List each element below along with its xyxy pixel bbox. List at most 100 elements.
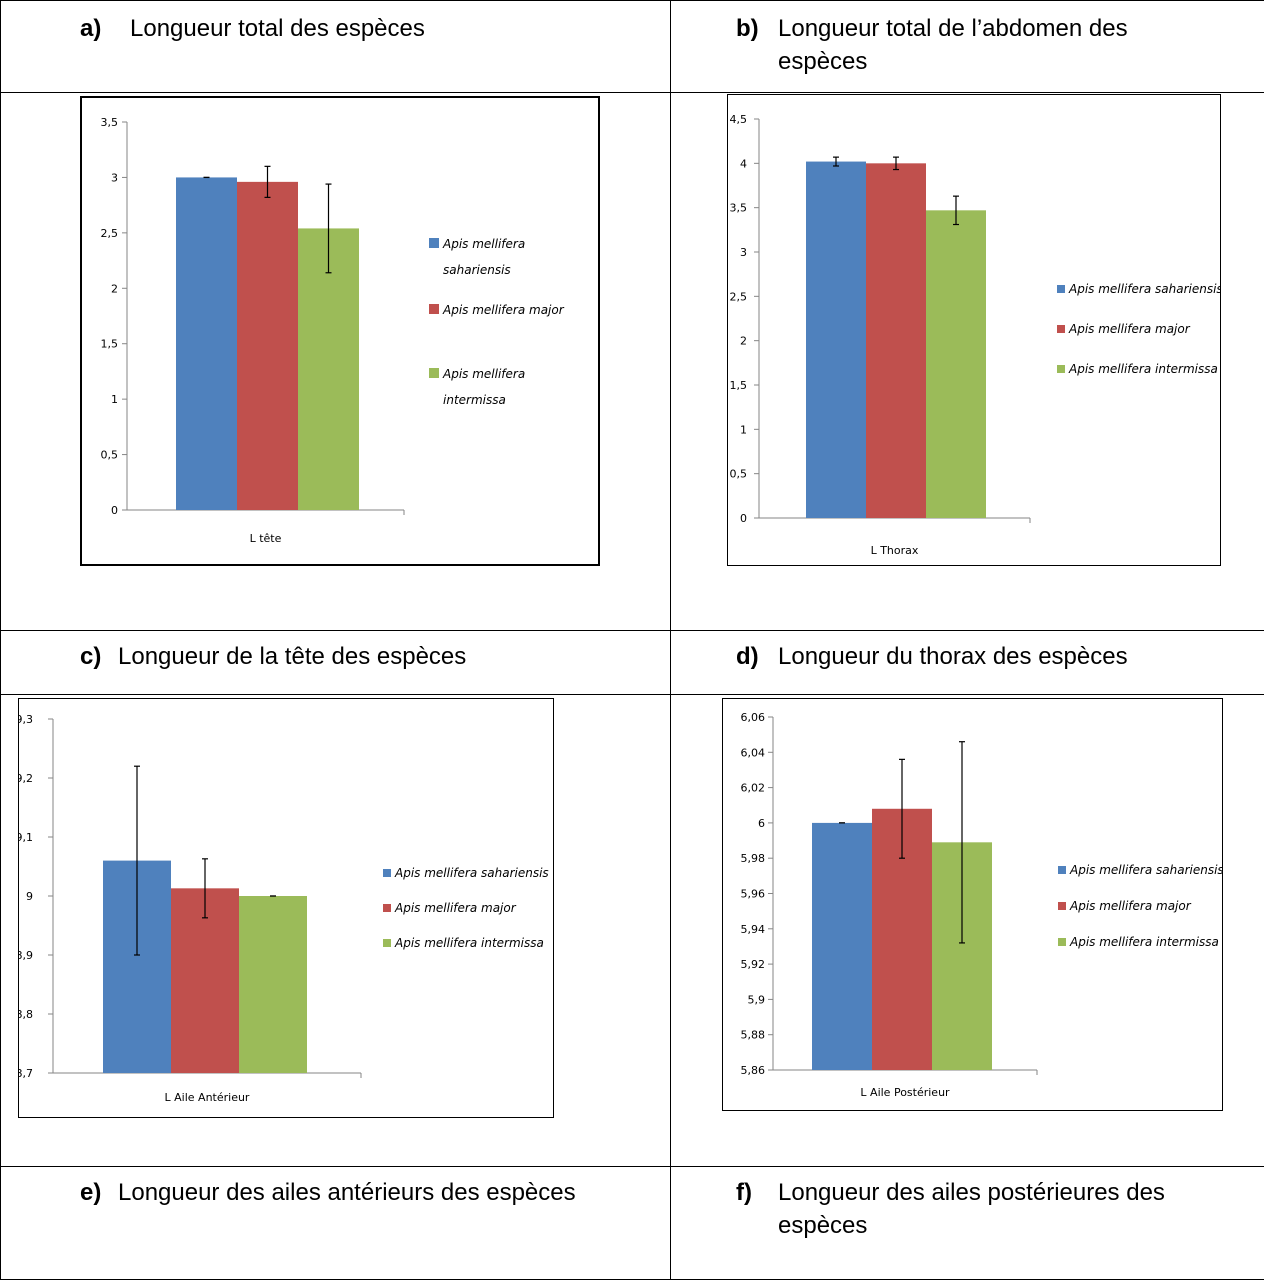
legend-swatch-sahariensis bbox=[429, 238, 439, 248]
caption-f-text2: espèces bbox=[778, 1212, 868, 1239]
legend-label-sahariensis: Apis mellifera sahariensis bbox=[394, 866, 549, 880]
bar-major bbox=[237, 181, 298, 510]
y-tick-label: 5,86 bbox=[741, 1064, 766, 1077]
caption-e: e) Longueur des ailes antérieurs des espè… bbox=[80, 1176, 576, 1209]
y-tick-label: 5,88 bbox=[741, 1029, 766, 1042]
caption-e-letter: e) bbox=[80, 1179, 102, 1206]
chart-aile-posterieur: 5,86 5,88 5,9 5,92 5,94 5,96 5,98 6 6,02 6,04 6,06… bbox=[722, 698, 1223, 1111]
bar-sahariensis bbox=[812, 822, 872, 1070]
bar-sahariensis bbox=[176, 177, 237, 510]
caption-b: b) Longueur total de l’abdomen des espèce… bbox=[736, 12, 1128, 78]
legend-label-intermissa: Apis mellifera intermissa bbox=[1068, 362, 1218, 376]
legend-label-intermissa: Apis mellifera intermissa bbox=[394, 936, 544, 950]
legend-label-major: Apis mellifera major bbox=[394, 901, 517, 915]
legend-label-sahariensis: Apis mellifera sahariensis bbox=[1069, 863, 1222, 877]
y-tick-label: 3,5 bbox=[730, 202, 748, 215]
legend-swatch-major bbox=[1058, 902, 1066, 910]
y-tick-label: 6,02 bbox=[741, 782, 766, 795]
legend-swatch-intermissa bbox=[429, 368, 439, 378]
legend-label-sahariensis: Apis mellifera sahariensis bbox=[1068, 282, 1220, 296]
y-tick-label: 1,5 bbox=[101, 338, 119, 351]
y-tick-label: 9 bbox=[26, 890, 33, 903]
legend-label-sahariensis: sahariensis bbox=[443, 263, 511, 277]
legend-label-intermissa: Apis mellifera intermissa bbox=[1069, 935, 1219, 949]
chart-thorax: 0 0,5 1 1,5 2 2,5 3 3,5 4 4,5 L Thorax Apis mellife… bbox=[727, 94, 1221, 566]
legend-label-major: Apis mellifera major bbox=[442, 303, 565, 317]
legend-label-sahariensis: Apis mellifera bbox=[442, 237, 525, 251]
caption-b-letter: b) bbox=[736, 15, 759, 42]
y-tick-label: 2,5 bbox=[101, 227, 119, 240]
chart-aile-anterieur-svg: 8,7 8,8 8,9 9 9,1 9,2 9,3 L Aile Antérieur Apis … bbox=[19, 713, 549, 1104]
y-tick-label: 8,9 bbox=[19, 949, 33, 962]
chart-aile-posterieur-svg: 5,86 5,88 5,9 5,92 5,94 5,96 5,98 6 6,02 6,04 6,06… bbox=[741, 711, 1223, 1099]
y-tick-label: 0 bbox=[740, 512, 747, 525]
legend-swatch-sahariensis bbox=[1058, 866, 1066, 874]
y-tick-label: 5,98 bbox=[741, 852, 766, 865]
caption-d-letter: d) bbox=[736, 643, 759, 670]
y-tick-label: 5,96 bbox=[741, 888, 766, 901]
y-tick-label: 6,06 bbox=[741, 711, 766, 724]
legend-label-intermissa: intermissa bbox=[443, 393, 506, 407]
y-tick-label: 1 bbox=[740, 423, 747, 436]
caption-c: c) Longueur de la tête des espèces bbox=[80, 640, 466, 673]
bar-intermissa bbox=[239, 896, 307, 1073]
legend-swatch-intermissa bbox=[1057, 365, 1065, 373]
caption-a-letter: a) bbox=[80, 15, 102, 42]
caption-a: a) Longueur total des espèces bbox=[80, 12, 425, 45]
category-label: L Aile Postérieur bbox=[860, 1086, 950, 1099]
legend-swatch-sahariensis bbox=[383, 869, 391, 877]
y-tick-label: 6 bbox=[758, 817, 765, 830]
caption-b-text: Longueur total de l’abdomen des bbox=[778, 15, 1128, 42]
y-tick-label: 6,04 bbox=[741, 746, 766, 759]
y-tick-label: 0,5 bbox=[101, 449, 119, 462]
y-tick-label: 9,2 bbox=[19, 772, 33, 785]
y-tick-label: 3 bbox=[740, 246, 747, 259]
y-tick-label: 8,7 bbox=[19, 1067, 33, 1080]
caption-d: d) Longueur du thorax des espèces bbox=[736, 640, 1128, 673]
legend-swatch-intermissa bbox=[383, 939, 391, 947]
bar-major bbox=[866, 163, 926, 518]
chart-aile-anterieur: 8,7 8,8 8,9 9 9,1 9,2 9,3 L Aile Antérieur Apis … bbox=[18, 698, 554, 1118]
caption-d-text: Longueur du thorax des espèces bbox=[778, 643, 1128, 670]
legend-label-major: Apis mellifera major bbox=[1069, 899, 1192, 913]
bar-sahariensis bbox=[806, 161, 866, 518]
y-tick-label: 3 bbox=[111, 171, 118, 184]
bar-major bbox=[171, 888, 239, 1073]
y-tick-label: 2 bbox=[111, 282, 118, 295]
category-label: L Aile Antérieur bbox=[165, 1091, 250, 1104]
y-tick-label: 4,5 bbox=[730, 113, 748, 126]
y-tick-label: 2,5 bbox=[730, 290, 748, 303]
y-tick-label: 0,5 bbox=[730, 468, 748, 481]
legend-swatch-major bbox=[383, 904, 391, 912]
caption-c-letter: c) bbox=[80, 643, 102, 670]
legend-label-intermissa: Apis mellifera bbox=[442, 367, 525, 381]
bar-intermissa bbox=[926, 210, 986, 518]
y-tick-label: 9,3 bbox=[19, 713, 33, 726]
y-tick-label: 9,1 bbox=[19, 831, 33, 844]
y-tick-label: 3,5 bbox=[101, 116, 119, 129]
y-tick-label: 2 bbox=[740, 335, 747, 348]
caption-e-text: Longueur des ailes antérieurs des espèce… bbox=[118, 1179, 576, 1206]
caption-c-text: Longueur de la tête des espèces bbox=[118, 643, 467, 670]
y-tick-label: 5,94 bbox=[741, 923, 766, 936]
y-tick-label: 1 bbox=[111, 393, 118, 406]
legend-swatch-intermissa bbox=[1058, 938, 1066, 946]
category-label: L Thorax bbox=[871, 544, 919, 557]
bar-intermissa bbox=[298, 228, 359, 510]
chart-thorax-svg: 0 0,5 1 1,5 2 2,5 3 3,5 4 4,5 L Thorax Apis mellife… bbox=[730, 113, 1221, 557]
legend-label-major: Apis mellifera major bbox=[1068, 322, 1191, 336]
y-tick-label: 8,8 bbox=[19, 1008, 33, 1021]
y-tick-label: 5,9 bbox=[748, 993, 766, 1006]
caption-b-text2: espèces bbox=[778, 48, 868, 75]
category-label: L tête bbox=[250, 532, 282, 545]
caption-f: f) Longueur des ailes postérieures des es… bbox=[736, 1176, 1165, 1242]
caption-f-text: Longueur des ailes postérieures des bbox=[778, 1179, 1165, 1206]
y-tick-label: 5,92 bbox=[741, 958, 766, 971]
legend-swatch-major bbox=[429, 304, 439, 314]
caption-f-letter: f) bbox=[736, 1179, 752, 1206]
chart-tete: 0 0,5 1 1,5 2 2,5 3 3,5 L tête Apis mellifera saha… bbox=[80, 96, 600, 566]
legend-swatch-major bbox=[1057, 325, 1065, 333]
y-tick-label: 1,5 bbox=[730, 379, 748, 392]
caption-a-text: Longueur total des espèces bbox=[130, 15, 425, 42]
chart-tete-svg: 0 0,5 1 1,5 2 2,5 3 3,5 L tête Apis mellifera saha… bbox=[101, 116, 565, 545]
